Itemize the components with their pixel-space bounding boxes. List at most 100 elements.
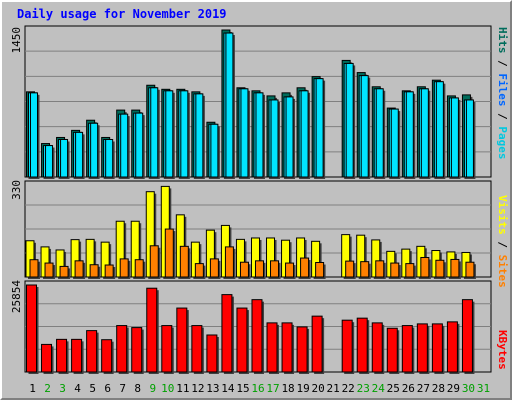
sites-bar [74,260,84,278]
sites-bar [149,245,159,278]
day-label: 6 [104,382,111,395]
pages-bar [195,93,204,178]
kbytes-bar [56,338,68,373]
sites-bar [194,263,204,278]
kbytes-bar [86,330,98,373]
kbytes-bar [131,327,143,373]
pages-bar [255,92,264,178]
kbytes-bar [311,315,323,373]
day-label: 1 [29,382,36,395]
kbytes-bar [161,325,173,373]
legend-middle: Visits / Sites [496,195,509,288]
pages-bar [165,90,174,178]
kbytes-bar [71,338,83,373]
day-label: 18 [281,382,294,395]
pages-bar [120,113,129,178]
pages-bar [465,99,474,178]
legend-files: Files [496,73,509,106]
legend-pages: Pages [496,126,509,159]
pages-bar [375,88,384,178]
kbytes-bar [416,323,428,373]
pages-bar [75,131,84,178]
legend-kbytes: KBytes [496,330,509,370]
day-label: 21 [327,382,340,395]
y-max-label-hits: 1450 [10,27,23,54]
pages-bar [390,108,399,178]
sites-bar [360,261,370,278]
sites-bar [224,246,234,278]
kbytes-bar [116,325,128,373]
y-max-label-visits: 330 [10,180,23,200]
day-labels: 1 2 3 4 5 6 7 8 9 10 11 12 13 14 15 16 17 18 19 20 21 22 23 24 2… [29,382,490,395]
sites-bar [375,260,385,278]
kbytes-bar [341,319,353,373]
sites-bar [300,257,310,278]
sites-bar [44,262,54,278]
kbytes-bar [251,299,263,373]
sites-bar [239,261,249,278]
legend-sites: Sites [496,255,509,288]
pages-bar [60,138,69,178]
pages-bar [435,81,444,178]
day-label: 28 [432,382,445,395]
sites-bar [119,258,129,278]
kbytes-bar [206,334,218,373]
day-label: 3 [59,382,66,395]
kbytes-bar [236,307,248,373]
day-label: 19 [296,382,309,395]
pages-bar [405,91,414,178]
sites-bar [345,260,355,278]
sites-bar [179,245,189,278]
kbytes-bar [431,323,443,373]
day-label: 8 [134,382,141,395]
kbytes-bar [296,326,308,373]
pages-bar [240,88,249,178]
day-label: 16 [251,382,264,395]
sites-bar [104,264,114,278]
kbytes-bar [26,284,37,373]
bars-layer [25,29,476,374]
day-label: 22 [342,382,355,395]
pages-bar [300,90,309,178]
sites-bar [134,259,144,278]
y-max-label-kbytes: 25854 [10,280,23,313]
day-label: 31 [477,382,490,395]
pages-bar [45,145,54,178]
kbytes-bar [101,339,113,373]
pages-bar [270,99,279,178]
pages-bar [315,78,324,178]
kbytes-bar [176,307,188,373]
day-label: 15 [236,382,249,395]
day-label: 5 [89,382,96,395]
pages-bar [450,97,459,178]
day-label: 23 [357,382,370,395]
sites-bar [435,259,445,278]
day-label: 27 [417,382,430,395]
sites-bar [209,258,219,278]
chart-title: Daily usage for November 2019 [17,7,227,21]
day-label: 9 [149,382,156,395]
day-label: 25 [387,382,400,395]
day-label: 17 [266,382,279,395]
pages-bar [105,138,114,178]
kbytes-bar [266,322,278,373]
sites-bar [164,228,174,278]
pages-bar [150,87,159,178]
sites-bar [254,260,264,278]
kbytes-bar [371,322,383,373]
legend-slash: / [496,241,509,248]
pages-bar [225,32,234,178]
legend-visits: Visits [496,195,509,235]
day-label: 2 [44,382,51,395]
day-label: 26 [402,382,415,395]
pages-bar [30,92,38,178]
day-label: 13 [206,382,219,395]
day-label: 7 [119,382,126,395]
day-label: 29 [447,382,460,395]
sites-bar [465,261,475,278]
sites-bar [390,262,400,278]
day-label: 20 [312,382,325,395]
day-label: 24 [372,382,386,395]
kbytes-bar [401,325,413,373]
